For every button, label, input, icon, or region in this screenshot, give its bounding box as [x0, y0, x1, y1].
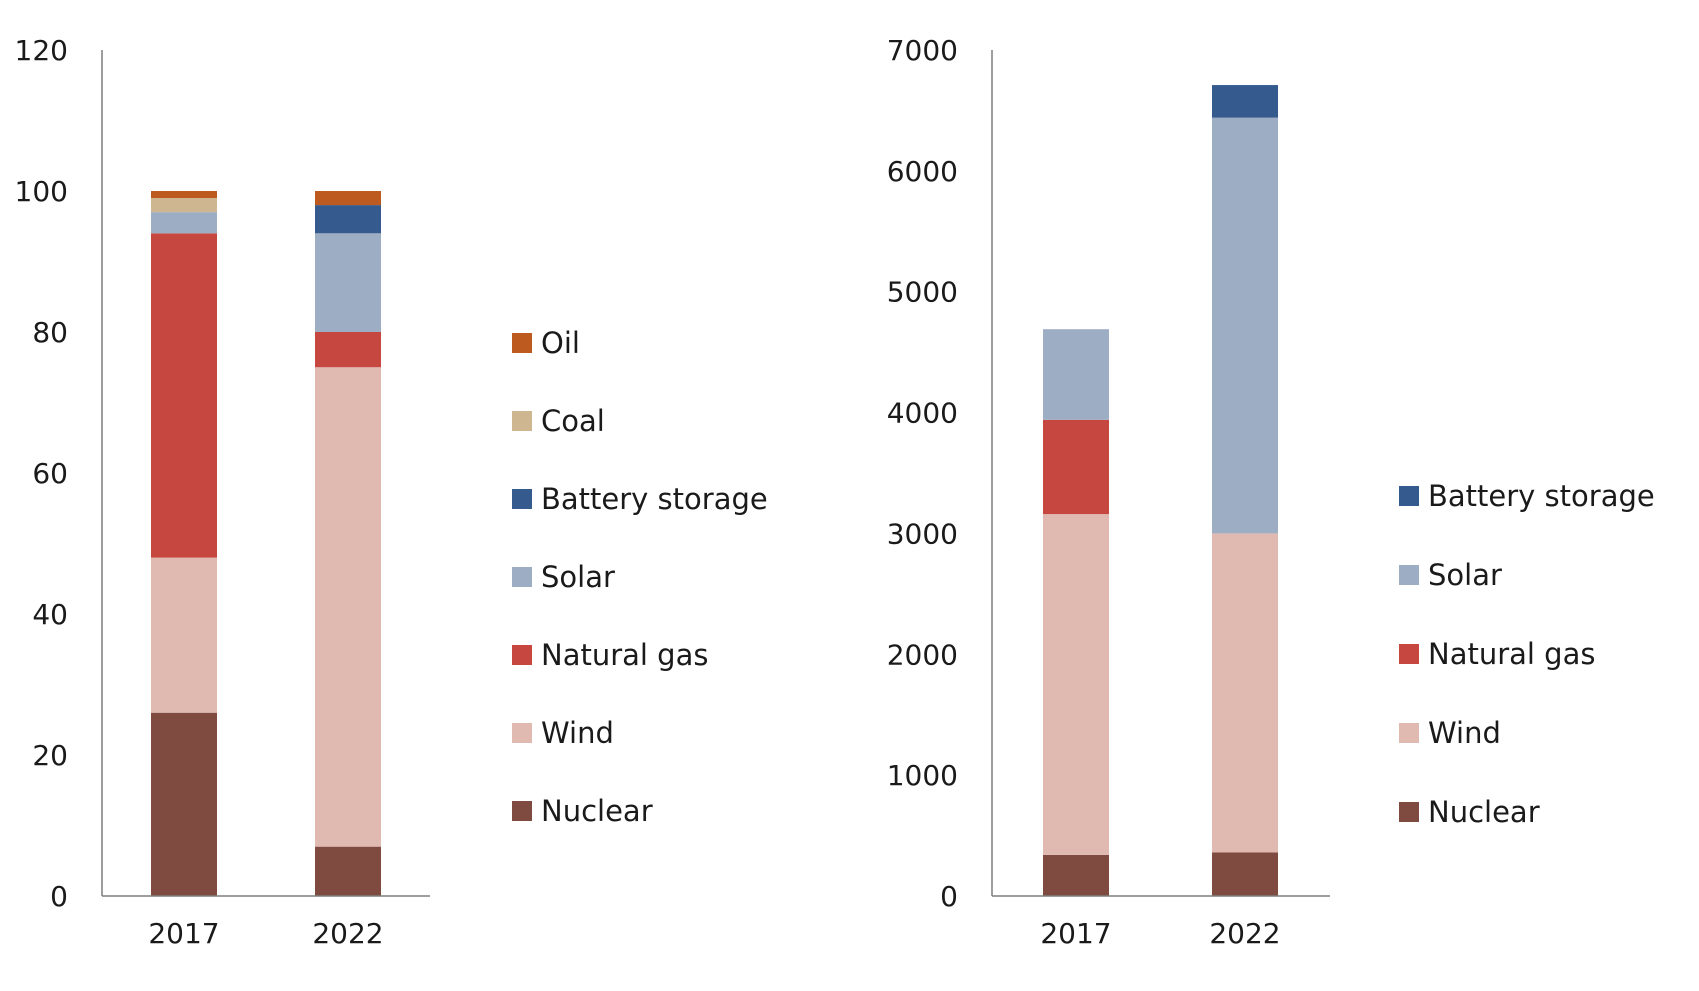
- legend-swatch: [512, 567, 532, 587]
- bar-segment-oil-2022: [315, 191, 381, 206]
- bar-segment-solar-2017: [151, 212, 217, 234]
- bar-segment-natural-gas-2017: [1043, 419, 1109, 515]
- bar-segment-battery-storage-2022: [1212, 85, 1278, 118]
- legend-item: Natural gas: [512, 638, 708, 672]
- y-tick-label: 60: [32, 457, 68, 490]
- legend-label: Wind: [1428, 716, 1501, 750]
- legend-label: Nuclear: [1428, 795, 1540, 829]
- bar-segment-nuclear-2022: [315, 846, 381, 896]
- legend-swatch: [1399, 644, 1419, 664]
- y-tick-label: 20: [32, 739, 68, 772]
- bar-segment-battery-storage-2022: [315, 205, 381, 234]
- bar-segment-oil-2017: [151, 191, 217, 199]
- legend-label: Nuclear: [541, 794, 653, 828]
- legend-label: Battery storage: [1428, 479, 1655, 513]
- y-tick-label: 120: [15, 34, 68, 67]
- legend-label: Natural gas: [541, 638, 708, 672]
- chart-1: 0 20 40 60 80 100 120 2017 2022 Nuclear Wind Natura…: [15, 34, 768, 950]
- legend-item: Nuclear: [512, 794, 653, 828]
- bar-segment-solar-2022: [1212, 117, 1278, 534]
- bar-segment-natural-gas-2022: [315, 332, 381, 368]
- legend-item: Battery storage: [1399, 479, 1655, 513]
- legend-label: Wind: [541, 716, 614, 750]
- legend-item: Wind: [1399, 716, 1501, 750]
- legend-label: Solar: [1428, 558, 1502, 592]
- legend-swatch: [1399, 565, 1419, 585]
- bar-segment-nuclear-2017: [151, 712, 217, 896]
- y-tick-label: 5000: [887, 276, 958, 309]
- bar-segment-coal-2017: [151, 198, 217, 213]
- y-tick-label: 40: [32, 598, 68, 631]
- legend-label: Solar: [541, 560, 615, 594]
- bar-segment-wind-2022: [1212, 533, 1278, 853]
- legend-item: Coal: [512, 404, 605, 438]
- legend-swatch: [512, 801, 532, 821]
- y-tick-label: 0: [50, 880, 68, 913]
- bar-segment-solar-2022: [315, 233, 381, 332]
- legend-item: Solar: [1399, 558, 1502, 592]
- legend-swatch: [512, 489, 532, 509]
- legend-item: Wind: [512, 716, 614, 750]
- legend-label: Battery storage: [541, 482, 768, 516]
- legend-swatch: [512, 723, 532, 743]
- legend-swatch: [1399, 802, 1419, 822]
- y-tick-label: 0: [940, 880, 958, 913]
- legend-item: Nuclear: [1399, 795, 1540, 829]
- y-tick-label: 80: [32, 316, 68, 349]
- legend-label: Oil: [541, 326, 580, 360]
- y-tick-label: 6000: [887, 155, 958, 188]
- x-tick-label: 2017: [148, 917, 219, 950]
- bar-segment-solar-2017: [1043, 329, 1109, 420]
- legend-swatch: [512, 645, 532, 665]
- y-tick-label: 1000: [887, 759, 958, 792]
- legend-label: Natural gas: [1428, 637, 1595, 671]
- y-tick-label: 100: [15, 175, 68, 208]
- x-tick-label: 2022: [1209, 917, 1280, 950]
- y-tick-label: 4000: [887, 397, 958, 430]
- x-tick-label: 2017: [1040, 917, 1111, 950]
- legend-item: Solar: [512, 560, 615, 594]
- y-tick-label: 2000: [887, 638, 958, 671]
- legend-swatch: [1399, 486, 1419, 506]
- chart-2: 0 1000 2000 3000 4000 5000 6000 7000 2017 2022 Nuc…: [887, 34, 1655, 950]
- legend-swatch: [1399, 723, 1419, 743]
- legend-item: Battery storage: [512, 482, 768, 516]
- bar-segment-nuclear-2017: [1043, 854, 1109, 896]
- bar-segment-natural-gas-2017: [151, 233, 217, 558]
- legend-label: Coal: [541, 404, 605, 438]
- bar-segment-wind-2022: [315, 367, 381, 847]
- y-tick-label: 7000: [887, 34, 958, 67]
- legend-item: Natural gas: [1399, 637, 1595, 671]
- legend-swatch: [512, 333, 532, 353]
- bar-segment-wind-2017: [151, 557, 217, 713]
- legend-item: Oil: [512, 326, 580, 360]
- bar-segment-nuclear-2022: [1212, 852, 1278, 896]
- bar-segment-wind-2017: [1043, 514, 1109, 855]
- legend-swatch: [512, 411, 532, 431]
- y-tick-label: 3000: [887, 517, 958, 550]
- x-tick-label: 2022: [312, 917, 383, 950]
